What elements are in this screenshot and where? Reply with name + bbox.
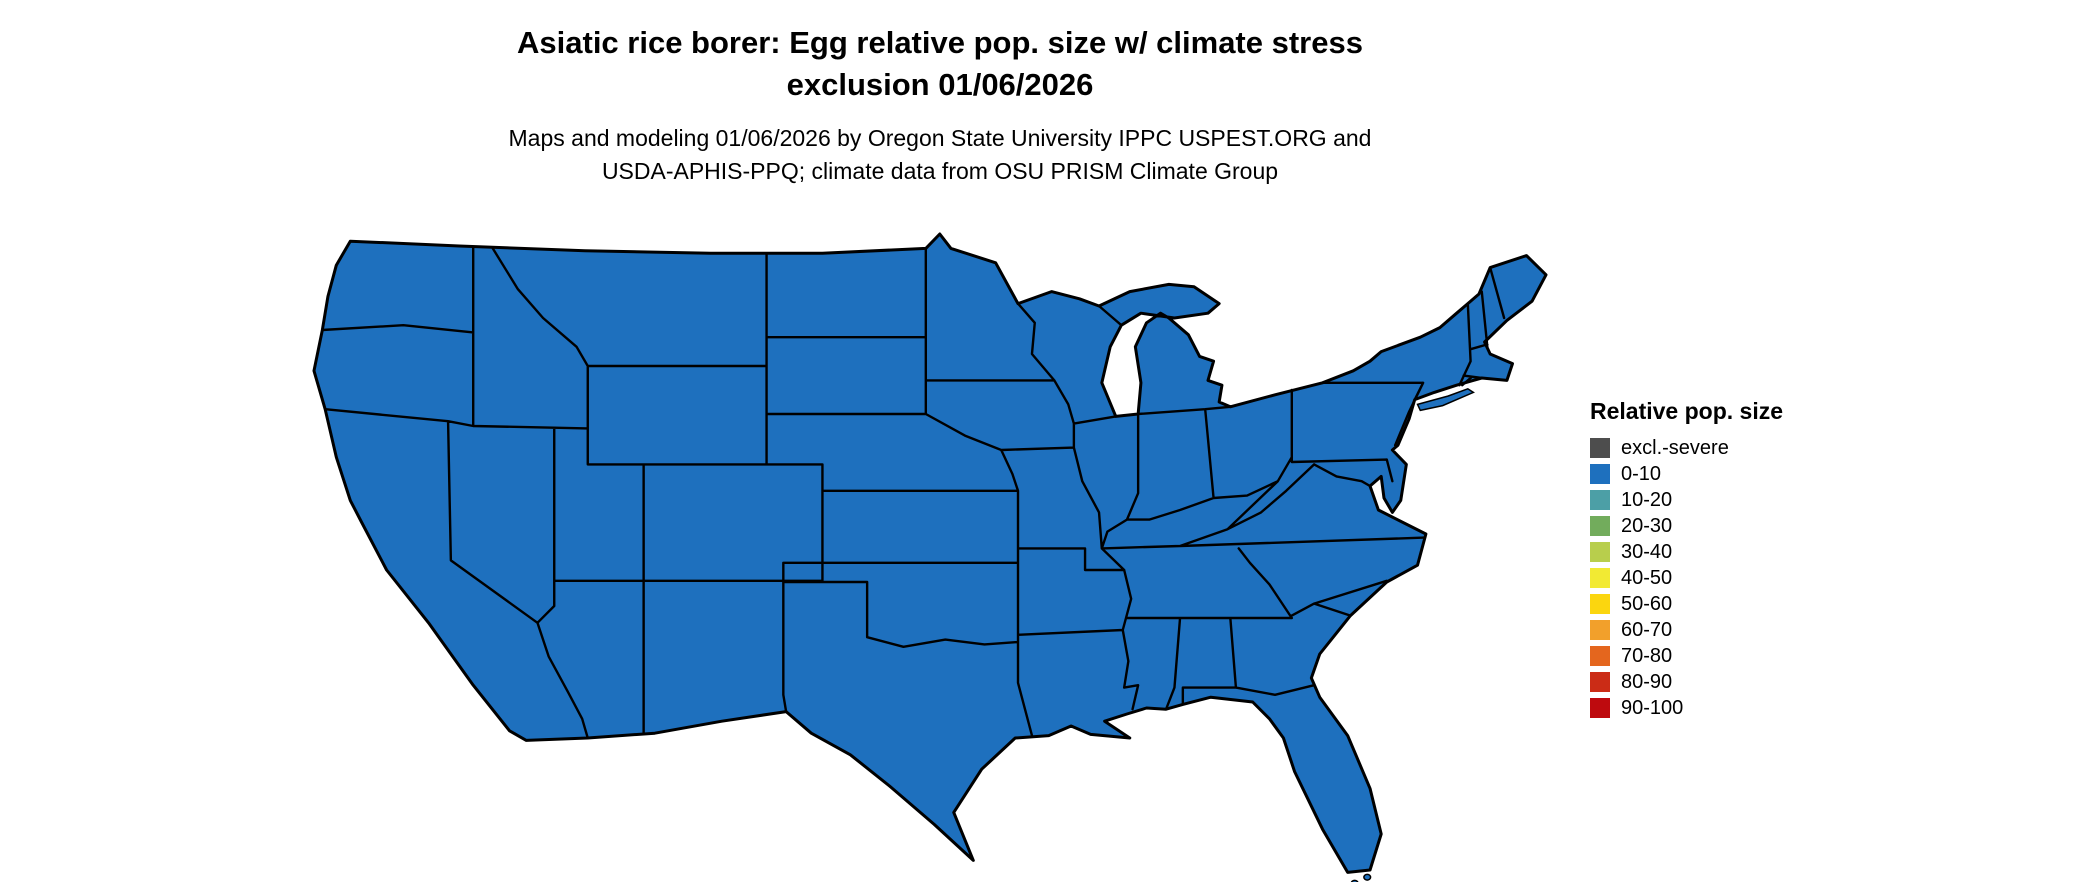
legend-title: Relative pop. size: [1590, 398, 1784, 424]
legend-swatch: [1590, 568, 1610, 588]
page-title-line2: exclusion 01/06/2026: [786, 66, 1094, 102]
us-outline-shape: [314, 234, 1546, 872]
legend: Relative pop. size excl.-severe 0-10 10-…: [1590, 398, 2010, 721]
legend-label: 70-80: [1621, 645, 1673, 667]
page-subtitle-line2: USDA-APHIS-PPQ; climate data from OSU PR…: [601, 158, 1279, 185]
legend-item: 30-40: [1590, 539, 2010, 565]
legend-item: 0-10: [1590, 461, 2010, 487]
legend-label: 60-70: [1621, 619, 1673, 641]
legend-swatch: [1590, 438, 1610, 458]
florida-keys-shapes: [1325, 874, 1371, 882]
page-title: Asiatic rice borer: Egg relative pop. si…: [0, 22, 1880, 106]
legend-label: 0-10: [1621, 463, 1662, 485]
legend-swatch: [1590, 620, 1610, 640]
page-title-line1: Asiatic rice borer: Egg relative pop. si…: [517, 25, 1363, 60]
legend-swatch: [1590, 646, 1610, 666]
page-subtitle-line1: Maps and modeling 01/06/2026 by Oregon S…: [508, 125, 1372, 151]
legend-item: 60-70: [1590, 617, 2010, 643]
legend-item: 40-50: [1590, 565, 2010, 591]
legend-swatch: [1590, 672, 1610, 692]
legend-item: excl.-severe: [1590, 435, 2010, 461]
us-map: [300, 222, 1560, 882]
legend-item: 90-100: [1590, 695, 2010, 721]
legend-swatch: [1590, 698, 1610, 718]
legend-label: 80-90: [1621, 671, 1673, 693]
legend-swatch: [1590, 542, 1610, 562]
legend-item: 80-90: [1590, 669, 2010, 695]
legend-label: 10-20: [1621, 489, 1673, 511]
long-island-shape: [1418, 389, 1474, 411]
state-borders: [322, 247, 1504, 738]
legend-label: 30-40: [1621, 541, 1673, 563]
legend-label: 90-100: [1621, 697, 1684, 719]
legend-swatch: [1590, 516, 1610, 536]
legend-item: 20-30: [1590, 513, 2010, 539]
legend-label: 50-60: [1621, 593, 1673, 615]
page-subtitle: Maps and modeling 01/06/2026 by Oregon S…: [0, 122, 1880, 189]
legend-label: excl.-severe: [1621, 437, 1729, 459]
us-choropleth-svg: [300, 222, 1560, 882]
legend-item: 70-80: [1590, 643, 2010, 669]
legend-label: 40-50: [1621, 567, 1673, 589]
legend-swatch: [1590, 594, 1610, 614]
legend-swatch: [1590, 464, 1610, 484]
legend-label: 20-30: [1621, 515, 1673, 537]
legend-swatch: [1590, 490, 1610, 510]
legend-item: 50-60: [1590, 591, 2010, 617]
legend-item: 10-20: [1590, 487, 2010, 513]
